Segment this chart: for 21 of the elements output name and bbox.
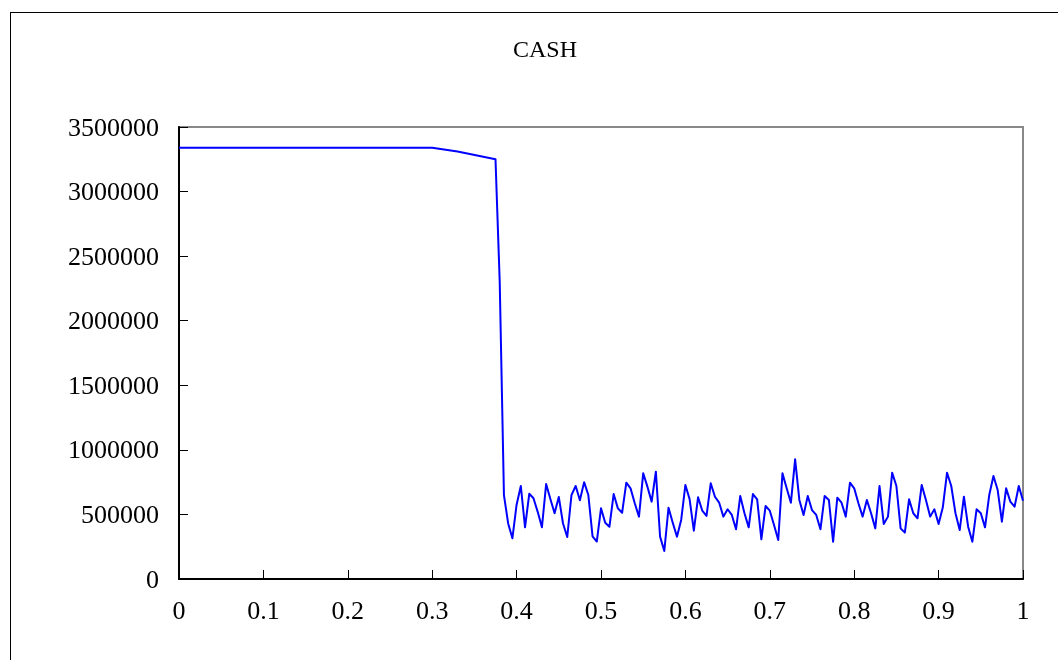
chart-title: CASH: [512, 36, 578, 62]
y-tick-label: 1000000: [68, 435, 159, 465]
y-tick-label: 1500000: [68, 370, 159, 400]
x-tick-label: 0.3: [415, 595, 449, 625]
x-tick-label: 0.8: [837, 595, 871, 625]
y-tick-label: 0: [146, 564, 159, 594]
x-tick-label: 0: [172, 595, 186, 625]
y-tick-label: 3500000: [68, 112, 159, 142]
y-tick-label: 2000000: [68, 306, 159, 336]
x-tick-label: 0.1: [247, 595, 280, 625]
x-tick-label: 1: [1016, 595, 1030, 625]
y-tick-label: 3000000: [68, 177, 159, 207]
line-series: [178, 146, 1024, 552]
x-tick-label: 0.2: [331, 595, 365, 625]
y-tick-label: 2500000: [68, 241, 159, 271]
x-tick-label: 0.5: [584, 595, 618, 625]
x-tick-label: 0.6: [669, 595, 702, 625]
x-tick-label: 0.9: [922, 595, 955, 625]
y-tick-label: 500000: [81, 499, 159, 529]
x-tick-label: 0.4: [500, 595, 533, 625]
x-tick-label: 0.7: [753, 595, 787, 625]
